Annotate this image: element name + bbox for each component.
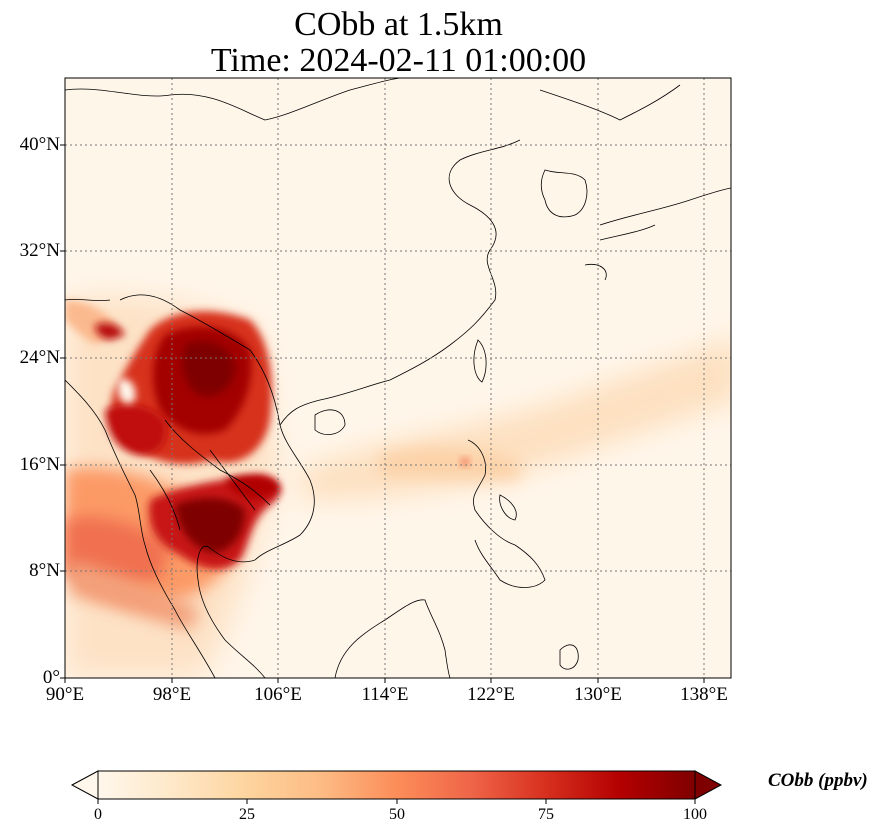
coastlines bbox=[65, 78, 731, 678]
colorbar-label: CObb (ppbv) bbox=[768, 770, 868, 791]
concentration-field bbox=[65, 296, 731, 678]
colorbar-tick-label: 100 bbox=[683, 806, 707, 823]
x-tick-label: 130°E bbox=[574, 684, 622, 705]
tick-marks bbox=[60, 144, 705, 683]
x-tick-label: 122°E bbox=[467, 684, 515, 705]
y-tick-label: 8°N bbox=[29, 560, 60, 581]
x-tick-label: 98°E bbox=[152, 684, 192, 705]
colorbar-tick-label: 25 bbox=[239, 806, 255, 823]
x-tick-label: 138°E bbox=[680, 684, 728, 705]
x-tick-label: 106°E bbox=[254, 684, 302, 705]
colorbar bbox=[70, 770, 723, 804]
colorbar-tick-label: 0 bbox=[94, 806, 102, 823]
x-tick-label: 114°E bbox=[361, 684, 409, 705]
y-tick-label: 16°N bbox=[19, 454, 60, 475]
y-tick-label: 40°N bbox=[19, 134, 60, 155]
map-frame bbox=[64, 77, 732, 679]
colorbar-tick-label: 50 bbox=[389, 806, 405, 823]
y-tick-label: 24°N bbox=[19, 347, 60, 368]
colorbar-extend-max bbox=[694, 770, 723, 800]
plot-title-line-2: Time: 2024-02-11 01:00:00 bbox=[210, 42, 587, 79]
colorbar-tick-label: 75 bbox=[538, 806, 554, 823]
y-tick-label: 32°N bbox=[19, 240, 60, 261]
colorbar-gradient bbox=[98, 771, 695, 799]
y-tick-label: 0° bbox=[42, 667, 60, 688]
gridlines bbox=[65, 78, 731, 678]
colorbar-extend-min bbox=[70, 770, 99, 800]
plot-title-line-1: CObb at 1.5km bbox=[294, 6, 503, 43]
x-tick-label: 90°E bbox=[45, 684, 85, 705]
